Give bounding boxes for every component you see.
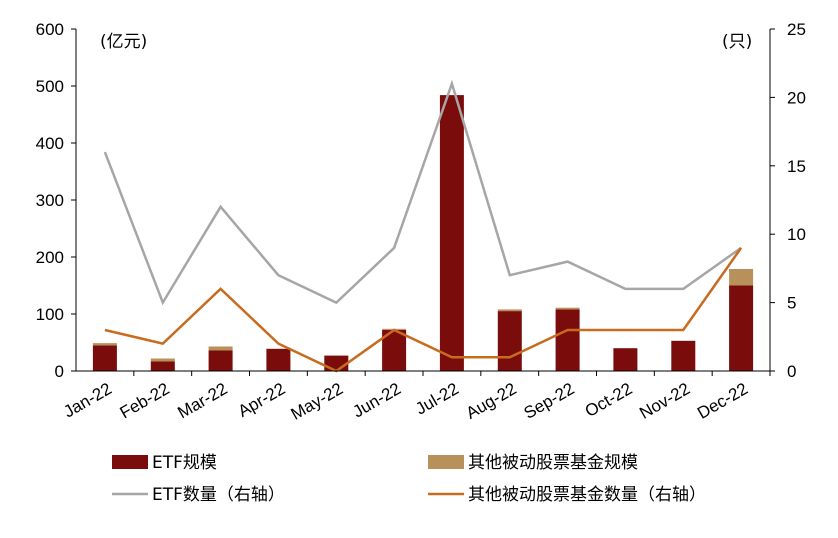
left-tick-label: 200 (36, 248, 64, 267)
lines-layer (103, 79, 743, 373)
x-tick-label: Apr-22 (235, 379, 289, 421)
left-tick-label: 600 (36, 20, 64, 39)
legend-label-etf-count: ETF数量（右轴） (152, 485, 285, 505)
line-other-count (104, 247, 743, 373)
bar-other-scale-Jan-22 (92, 343, 117, 346)
legend-swatch-etf-scale (112, 455, 148, 469)
bar-etf-scale-Aug-22 (497, 311, 522, 371)
left-tick-label: 400 (36, 134, 64, 153)
legend-label-other-scale: 其他被动股票基金规模 (468, 453, 638, 473)
x-tick-label: Mar-22 (174, 379, 230, 422)
right-tick-label: 25 (787, 20, 806, 39)
x-tick-label: Oct-22 (582, 379, 636, 421)
legend-label-etf-scale: ETF规模 (152, 453, 217, 473)
left-axis-unit: (亿元) (100, 32, 147, 52)
x-tick-label: Jun-22 (350, 379, 405, 421)
left-tick-label: 100 (36, 305, 64, 324)
x-tick-label: Dec-22 (694, 379, 751, 423)
bar-etf-scale-May-22 (324, 355, 349, 371)
x-tick-label: Nov-22 (636, 379, 693, 423)
legend-swatch-other-scale (428, 455, 464, 469)
bar-etf-scale-Dec-22 (729, 285, 754, 371)
x-tick-label: May-22 (288, 379, 347, 424)
legend: ETF规模 其他被动股票基金规模 ETF数量（右轴） 其他被动股票基金数量（右轴… (112, 453, 706, 505)
bar-etf-scale-Jan-22 (92, 345, 117, 371)
left-tick-label: 0 (55, 362, 64, 381)
left-tick-label: 500 (36, 77, 64, 96)
bar-other-scale-Feb-22 (150, 358, 175, 362)
bar-etf-scale-Mar-22 (208, 350, 233, 371)
right-tick-label: 5 (787, 294, 796, 313)
x-tick-label: Jan-22 (60, 379, 115, 421)
bars-layer (92, 95, 754, 371)
right-axis-unit: (只) (722, 32, 752, 52)
bar-other-scale-Mar-22 (208, 346, 233, 351)
legend-label-other-count: 其他被动股票基金数量（右轴） (468, 485, 706, 505)
x-tick-label: Sep-22 (521, 379, 578, 423)
right-tick-label: 0 (787, 362, 796, 381)
bar-etf-scale-Feb-22 (150, 361, 175, 371)
right-tick-label: 15 (787, 157, 806, 176)
bar-etf-scale-Jul-22 (439, 95, 464, 371)
bar-etf-scale-Sep-22 (555, 309, 580, 371)
bar-other-scale-Dec-22 (729, 269, 754, 286)
bar-etf-scale-Apr-22 (266, 348, 291, 371)
bar-other-scale-Sep-22 (555, 307, 580, 310)
bar-etf-scale-Oct-22 (613, 348, 638, 371)
right-tick-label: 20 (787, 88, 806, 107)
right-tick-label: 10 (787, 225, 806, 244)
x-tick-label: Feb-22 (117, 379, 173, 422)
left-tick-label: 300 (36, 191, 64, 210)
line-etf-count (103, 79, 742, 306)
x-tick-label: Aug-22 (463, 379, 520, 423)
bar-etf-scale-Nov-22 (671, 340, 696, 371)
x-tick-label: Jul-22 (412, 379, 462, 419)
axes-layer (75, 29, 771, 372)
bar-other-scale-Aug-22 (497, 309, 522, 312)
